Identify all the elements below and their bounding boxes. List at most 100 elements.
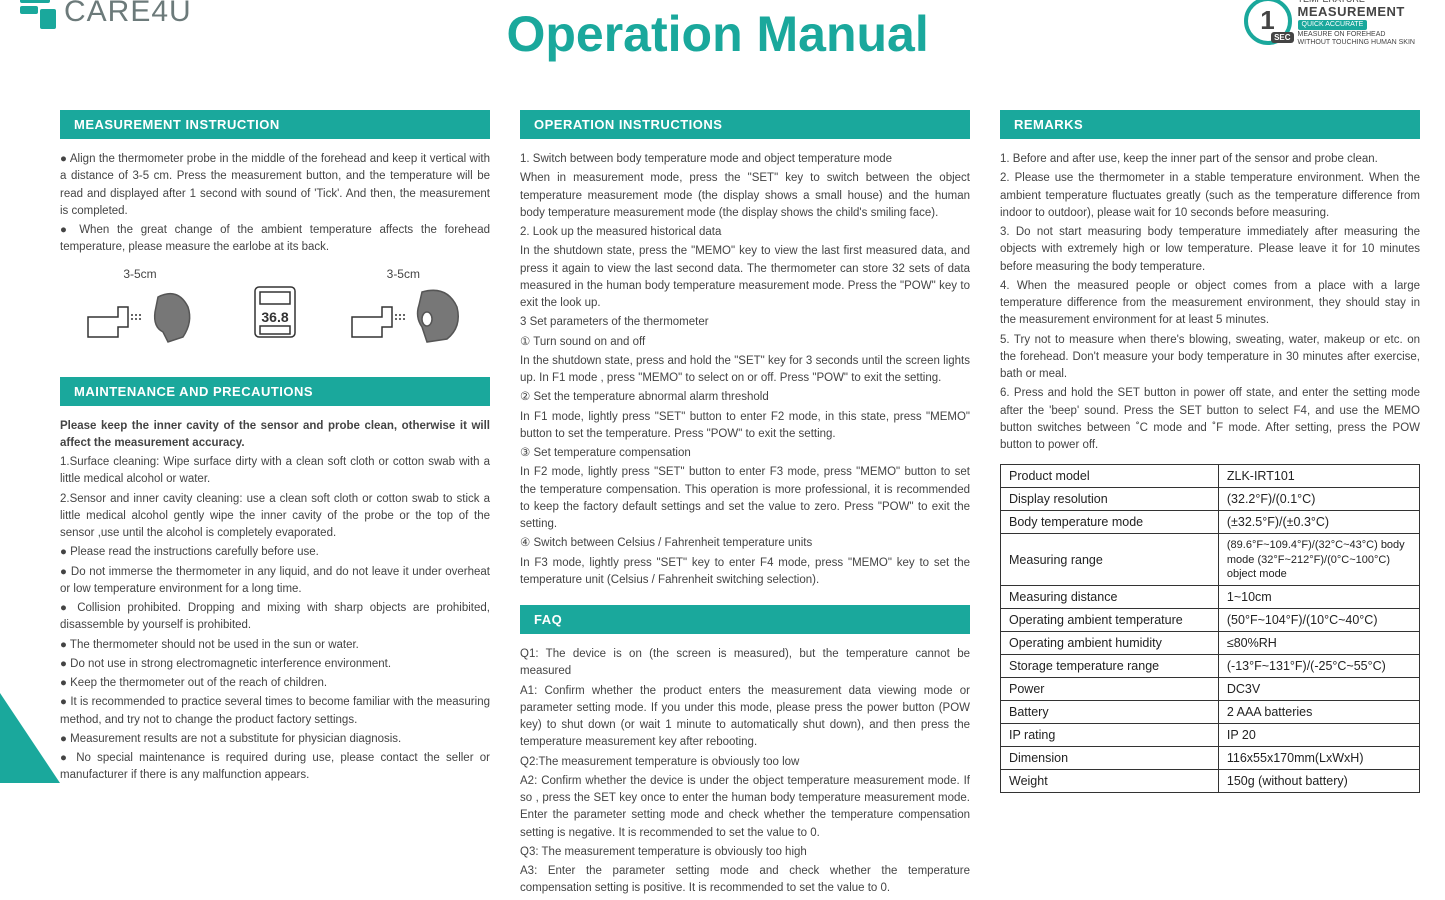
text: In F3 mode, lightly press "SET" key to e… xyxy=(520,555,970,590)
spec-label: Measuring range xyxy=(1001,534,1219,586)
text: 1. Before and after use, keep the inner … xyxy=(1000,151,1420,168)
table-row: Measuring range(89.6°F~109.4°F)/(32°C~43… xyxy=(1001,534,1420,586)
spec-value: IP 20 xyxy=(1218,724,1419,747)
diagram-forehead: 3-5cm xyxy=(83,277,203,347)
table-row: Measuring distance1~10cm xyxy=(1001,586,1420,609)
text: Q1: The device is on (the screen is meas… xyxy=(520,646,970,681)
table-row: PowerDC3V xyxy=(1001,678,1420,701)
spec-label: Dimension xyxy=(1001,747,1219,770)
spec-label: Product model xyxy=(1001,465,1219,488)
text: 6. Press and hold the SET button in powe… xyxy=(1000,385,1420,454)
spec-label: Measuring distance xyxy=(1001,586,1219,609)
spec-label: Body temperature mode xyxy=(1001,511,1219,534)
text: Q2:The measurement temperature is obviou… xyxy=(520,754,970,771)
spec-label: Battery xyxy=(1001,701,1219,724)
text: A1: Confirm whether the product enters t… xyxy=(520,683,970,752)
spec-value: 2 AAA batteries xyxy=(1218,701,1419,724)
table-row: Body temperature mode(±32.5°F)/(±0.3°C) xyxy=(1001,511,1420,534)
text: ● Keep the thermometer out of the reach … xyxy=(60,675,490,692)
text: ● Align the thermometer probe in the mid… xyxy=(60,151,490,220)
text: A3: Enter the parameter setting mode and… xyxy=(520,863,970,898)
text: When in measurement mode, press the "SET… xyxy=(520,170,970,222)
spec-value: DC3V xyxy=(1218,678,1419,701)
spec-value: (89.6°F~109.4°F)/(32°C~43°C) body mode (… xyxy=(1218,534,1419,586)
text: 5. Try not to measure when there's blowi… xyxy=(1000,332,1420,384)
page-title: Operation Manual xyxy=(506,5,928,63)
spec-label: IP rating xyxy=(1001,724,1219,747)
spec-label: Power xyxy=(1001,678,1219,701)
content-columns: MEASUREMENT INSTRUCTION ● Align the ther… xyxy=(0,70,1445,900)
text: In the shutdown state, press and hold th… xyxy=(520,353,970,388)
text: ● Do not immerse the thermometer in any … xyxy=(60,564,490,599)
text: ● Do not use in strong electromagnetic i… xyxy=(60,656,490,673)
text: ● It is recommended to practice several … xyxy=(60,694,490,729)
text: 3. Do not start measuring body temperatu… xyxy=(1000,224,1420,276)
measurement-badge: 1 SEC TEMPERATURE MEASUREMENT QUICK ACCU… xyxy=(1244,0,1415,46)
table-row: Storage temperature range(-13°F~131°F)/(… xyxy=(1001,655,1420,678)
table-row: Operating ambient humidity≤80%RH xyxy=(1001,632,1420,655)
table-row: Display resolution(32.2°F)/(0.1°C) xyxy=(1001,488,1420,511)
badge-pill: QUICK ACCURATE xyxy=(1298,20,1368,30)
corner-decoration xyxy=(0,693,60,783)
text: 3 Set parameters of the thermometer xyxy=(520,314,970,331)
spec-label: Operating ambient temperature xyxy=(1001,609,1219,632)
section-operation-instructions: OPERATION INSTRUCTIONS xyxy=(520,110,970,139)
spec-value: (-13°F~131°F)/(-25°C~55°C) xyxy=(1218,655,1419,678)
header: CARE4U Operation Manual 1 SEC TEMPERATUR… xyxy=(0,0,1445,70)
table-row: IP ratingIP 20 xyxy=(1001,724,1420,747)
table-row: Battery2 AAA batteries xyxy=(1001,701,1420,724)
spec-table: Product modelZLK-IRT101Display resolutio… xyxy=(1000,464,1420,793)
text: 2. Look up the measured historical data xyxy=(520,224,970,241)
spec-label: Operating ambient humidity xyxy=(1001,632,1219,655)
svg-text:36.8: 36.8 xyxy=(261,309,288,325)
diagram-label: 3-5cm xyxy=(387,267,420,281)
column-2: OPERATION INSTRUCTIONS 1. Switch between… xyxy=(520,110,970,900)
section-measurement-instruction: MEASUREMENT INSTRUCTION xyxy=(60,110,490,139)
badge-line2: MEASUREMENT xyxy=(1298,5,1415,19)
text: 1. Switch between body temperature mode … xyxy=(520,151,970,168)
table-row: Dimension116x55x170mm(LxWxH) xyxy=(1001,747,1420,770)
table-row: Weight150g (without battery) xyxy=(1001,770,1420,793)
section-faq: FAQ xyxy=(520,605,970,634)
text: ● Collision prohibited. Dropping and mix… xyxy=(60,600,490,635)
text: ● The thermometer should not be used in … xyxy=(60,637,490,654)
text: ● Please read the instructions carefully… xyxy=(60,544,490,561)
text: ● When the great change of the ambient t… xyxy=(60,222,490,257)
text: Q3: The measurement temperature is obvio… xyxy=(520,844,970,861)
spec-label: Storage temperature range xyxy=(1001,655,1219,678)
table-row: Product modelZLK-IRT101 xyxy=(1001,465,1420,488)
badge-line3: MEASURE ON FOREHEAD xyxy=(1298,31,1415,39)
text: ① Turn sound on and off xyxy=(520,334,970,351)
spec-value: (32.2°F)/(0.1°C) xyxy=(1218,488,1419,511)
badge-line4: WITHOUT TOUCHING HUMAN SKIN xyxy=(1298,39,1415,47)
text: 4. When the measured people or object co… xyxy=(1000,278,1420,330)
spec-value: ≤80%RH xyxy=(1218,632,1419,655)
spec-value: 150g (without battery) xyxy=(1218,770,1419,793)
text: ② Set the temperature abnormal alarm thr… xyxy=(520,389,970,406)
column-1: MEASUREMENT INSTRUCTION ● Align the ther… xyxy=(60,110,490,900)
spec-value: 1~10cm xyxy=(1218,586,1419,609)
spec-value: ZLK-IRT101 xyxy=(1218,465,1419,488)
diagram-row: 3-5cm 36.8 3-5cm xyxy=(60,277,490,347)
diagram-label: 3-5cm xyxy=(123,267,156,281)
text: ④ Switch between Celsius / Fahrenheit te… xyxy=(520,535,970,552)
text: In F2 mode, lightly press "SET" button t… xyxy=(520,464,970,533)
text-bold: Please keep the inner cavity of the sens… xyxy=(60,418,490,453)
text: A2: Confirm whether the device is under … xyxy=(520,773,970,842)
text: ● No special maintenance is required dur… xyxy=(60,750,490,785)
badge-sec: SEC xyxy=(1271,32,1293,43)
diagram-display: 36.8 xyxy=(250,282,300,342)
section-remarks: REMARKS xyxy=(1000,110,1420,139)
section-maintenance: MAINTENANCE AND PRECAUTIONS xyxy=(60,377,490,406)
text: 1.Surface cleaning: Wipe surface dirty w… xyxy=(60,454,490,489)
spec-value: (±32.5°F)/(±0.3°C) xyxy=(1218,511,1419,534)
logo-text: CARE4U xyxy=(64,0,192,29)
logo: CARE4U xyxy=(20,0,192,29)
text: 2. Please use the thermometer in a stabl… xyxy=(1000,170,1420,222)
spec-value: (50°F~104°F)/(10°C~40°C) xyxy=(1218,609,1419,632)
spec-value: 116x55x170mm(LxWxH) xyxy=(1218,747,1419,770)
diagram-earlobe: 3-5cm xyxy=(347,277,467,347)
column-3: REMARKS 1. Before and after use, keep th… xyxy=(1000,110,1420,900)
spec-label: Display resolution xyxy=(1001,488,1219,511)
text: ③ Set temperature compensation xyxy=(520,445,970,462)
